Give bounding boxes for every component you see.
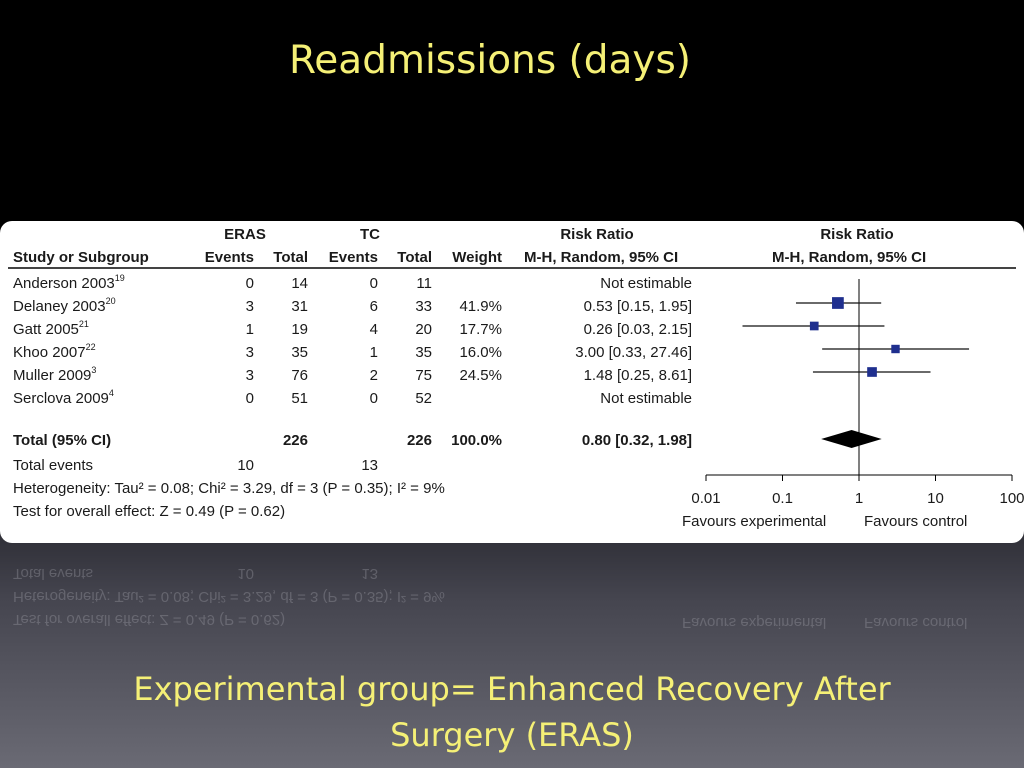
col-header-weight: Weight [452, 249, 502, 266]
events-tc: 0 [369, 275, 378, 292]
study-name: Gatt 200521 [13, 319, 89, 338]
total-events-label: Total events [13, 457, 94, 474]
point-estimate-square [891, 344, 900, 354]
risk-ratio-ci: 0.26 [0.03, 2.15] [583, 321, 692, 338]
reflection-heterogeneity: Heterogeneity: Tau² = 0.08; Chi² = 3.29,… [13, 588, 445, 605]
study-name: Muller 20093 [13, 365, 97, 384]
x-tick-label: 1 [855, 490, 863, 507]
reflection-favours-right: Favours control [864, 614, 968, 631]
col-header-events-eras: Events [204, 249, 254, 266]
reflection-total-events-eras: 10 [237, 565, 254, 582]
total-eras: 19 [291, 321, 308, 338]
weight: 16.0% [459, 344, 502, 361]
x-tick-label: 10 [927, 490, 944, 507]
x-tick-label: 0.01 [691, 490, 720, 507]
weight: 41.9% [459, 298, 502, 315]
forest-plot-card: ERAS TC Risk Ratio Risk Ratio Study or S… [0, 221, 1024, 543]
events-eras: 0 [245, 390, 254, 407]
events-eras: 3 [245, 367, 254, 384]
point-estimate-square [809, 321, 819, 331]
reflection-favours-left: Favours experimental [682, 614, 827, 631]
col-header-study: Study or Subgroup [13, 249, 149, 266]
col-header-rr-plot: M-H, Random, 95% CI [772, 249, 927, 266]
study-name: Anderson 200319 [13, 273, 125, 292]
card-reflection: Test for overall effect: Z = 0.49 (P = 0… [0, 545, 1024, 645]
total-tc: 226 [406, 432, 432, 449]
total-eras: 76 [291, 367, 308, 384]
total-eras: 14 [291, 275, 308, 292]
risk-ratio-ci: 3.00 [0.33, 27.46] [575, 344, 692, 361]
total-tc: 75 [415, 367, 432, 384]
point-estimate-square [867, 367, 877, 377]
group-header-rr-plot: Risk Ratio [820, 226, 894, 243]
total-eras: 51 [291, 390, 308, 407]
events-eras: 1 [245, 321, 254, 338]
total-tc: 35 [415, 344, 432, 361]
study-name: Serclova 20094 [13, 388, 114, 407]
events-eras: 0 [245, 275, 254, 292]
events-tc: 0 [369, 390, 378, 407]
events-tc: 6 [369, 298, 378, 315]
bottom-caption: Experimental group= Enhanced Recovery Af… [0, 666, 1024, 758]
favours-right-label: Favours control [864, 513, 967, 530]
total-events-eras: 10 [237, 457, 254, 474]
x-tick-label: 0.1 [772, 490, 793, 507]
col-header-events-tc: Events [328, 249, 378, 266]
risk-ratio-ci: 0.53 [0.15, 1.95] [583, 298, 692, 315]
total-weight: 100.0% [451, 432, 502, 449]
total-eras: 226 [282, 432, 308, 449]
favours-left-label: Favours experimental [682, 513, 826, 530]
forest-plot: 0.01 0.1 1 10 100 Favours experimental Favours… [682, 279, 1024, 530]
total-tc: 52 [415, 390, 432, 407]
weight: 24.5% [459, 367, 502, 384]
group-header-rr-text: Risk Ratio [560, 226, 634, 243]
x-tick-label: 100 [999, 490, 1024, 507]
heterogeneity-text: Heterogeneity: Tau² = 0.08; Chi² = 3.29,… [13, 480, 445, 497]
events-eras: 3 [245, 344, 254, 361]
slide-title: Readmissions (days) [288, 38, 692, 83]
total-events-tc: 13 [361, 457, 378, 474]
reflection-overall-effect: Test for overall effect: Z = 0.49 (P = 0… [13, 611, 286, 628]
events-eras: 3 [245, 298, 254, 315]
point-estimate-square [832, 297, 844, 309]
caption-line-2: Surgery (ERAS) [390, 716, 634, 754]
overall-effect-text: Test for overall effect: Z = 0.49 (P = 0… [13, 503, 286, 520]
total-tc: 11 [416, 275, 432, 292]
risk-ratio-ci: 1.48 [0.25, 8.61] [583, 367, 692, 384]
col-header-total-tc: Total [397, 249, 432, 266]
events-tc: 4 [369, 321, 378, 338]
events-tc: 2 [369, 367, 378, 384]
risk-ratio-ci: Not estimable [600, 390, 692, 407]
study-name: Delaney 200320 [13, 296, 116, 315]
col-header-total-eras: Total [273, 249, 308, 266]
total-label: Total (95% CI) [13, 432, 112, 449]
events-tc: 1 [369, 344, 378, 361]
study-name: Khoo 200722 [13, 342, 96, 361]
reflection-total-events-tc: 13 [361, 565, 378, 582]
total-eras: 31 [291, 298, 308, 315]
total-risk-ratio-ci: 0.80 [0.32, 1.98] [581, 432, 692, 449]
reflection-total-events: Total events [13, 565, 94, 582]
caption-line-1: Experimental group= Enhanced Recovery Af… [133, 670, 891, 708]
col-header-rr-text: M-H, Random, 95% CI [524, 249, 679, 266]
group-header-tc: TC [360, 226, 380, 243]
header-rule [8, 267, 1016, 269]
total-eras: 35 [291, 344, 308, 361]
total-tc: 33 [415, 298, 432, 315]
group-header-eras: ERAS [224, 226, 266, 243]
total-tc: 20 [415, 321, 432, 338]
risk-ratio-ci: Not estimable [600, 275, 692, 292]
pooled-estimate-diamond [821, 430, 882, 448]
weight: 17.7% [459, 321, 502, 338]
